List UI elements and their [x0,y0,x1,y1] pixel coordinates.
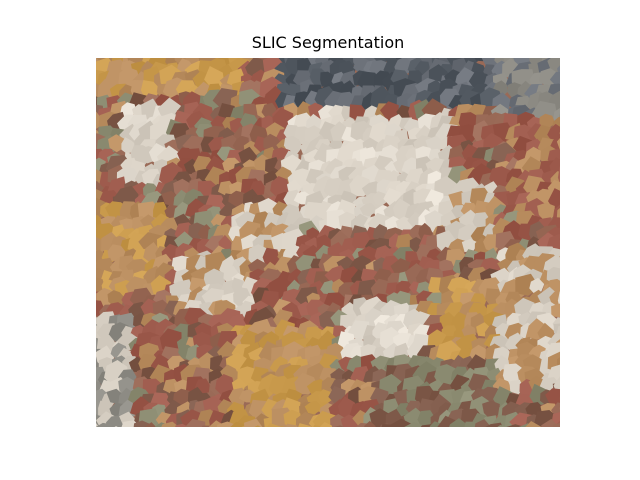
superpixel [286,423,298,427]
superpixel [304,400,321,415]
superpixel [497,425,509,427]
superpixel [547,123,560,142]
superpixel [184,418,206,427]
superpixel [96,300,105,316]
superpixel [230,421,245,427]
superpixel [559,255,560,258]
superpixel [485,422,503,427]
superpixel [529,277,545,294]
superpixel [283,189,301,208]
superpixel [474,419,491,427]
superpixel [107,290,125,307]
superpixel [241,426,245,427]
superpixel [334,425,345,427]
superpixel [114,426,118,427]
superpixel [489,166,514,189]
superpixel [133,420,151,427]
superpixel [153,201,168,219]
superpixel [262,247,279,268]
superpixel [539,113,556,128]
superpixel [254,425,261,427]
superpixel [279,426,285,427]
superpixel [434,364,459,387]
superpixel [389,418,413,427]
figure-title: SLIC Segmentation [251,33,405,52]
superpixel [552,422,560,427]
superpixel [439,259,455,274]
superpixel [359,202,376,217]
superpixel [551,303,560,318]
superpixel [283,135,303,155]
superpixel [201,425,211,427]
superpixel [549,71,560,88]
superpixel [140,80,160,100]
superpixel [175,423,189,427]
superpixel [204,66,225,89]
superpixel [559,407,560,411]
superpixel [559,132,560,135]
superpixel [108,134,125,153]
superpixel [263,133,282,152]
superpixel [298,423,312,427]
superpixel [320,71,336,87]
superpixel [364,420,376,427]
superpixel [96,423,99,427]
superpixel [98,399,113,417]
superpixel [267,423,282,427]
superpixel [161,421,179,427]
superpixel [404,421,425,427]
superpixel [317,389,334,403]
superpixel [380,101,399,122]
superpixel-mosaic [96,58,560,427]
superpixel [370,278,393,300]
superpixel [238,146,257,165]
superpixel [557,166,560,184]
superpixel [549,291,560,307]
superpixel [274,256,294,275]
segmented-image [96,58,560,427]
superpixel [372,191,389,205]
superpixel [210,355,226,374]
superpixel [265,157,281,176]
superpixel [244,418,263,427]
superpixel [449,418,468,427]
superpixel [140,214,157,229]
superpixel [556,137,560,151]
superpixel [228,387,246,406]
superpixel [145,422,157,427]
superpixel [506,424,525,427]
superpixel [545,388,560,408]
superpixel [319,422,333,427]
superpixel [525,421,542,427]
superpixel [96,422,113,427]
superpixel [461,238,479,253]
